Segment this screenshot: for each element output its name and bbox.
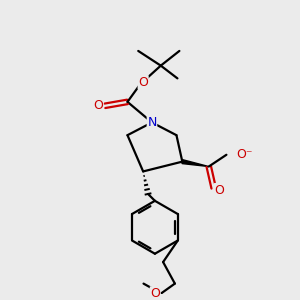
Text: O: O [150,287,160,300]
Text: O⁻: O⁻ [236,148,253,161]
Polygon shape [182,160,209,167]
Text: O: O [138,76,148,89]
Text: N: N [147,116,157,129]
Text: O: O [214,184,224,196]
Text: O: O [93,99,103,112]
